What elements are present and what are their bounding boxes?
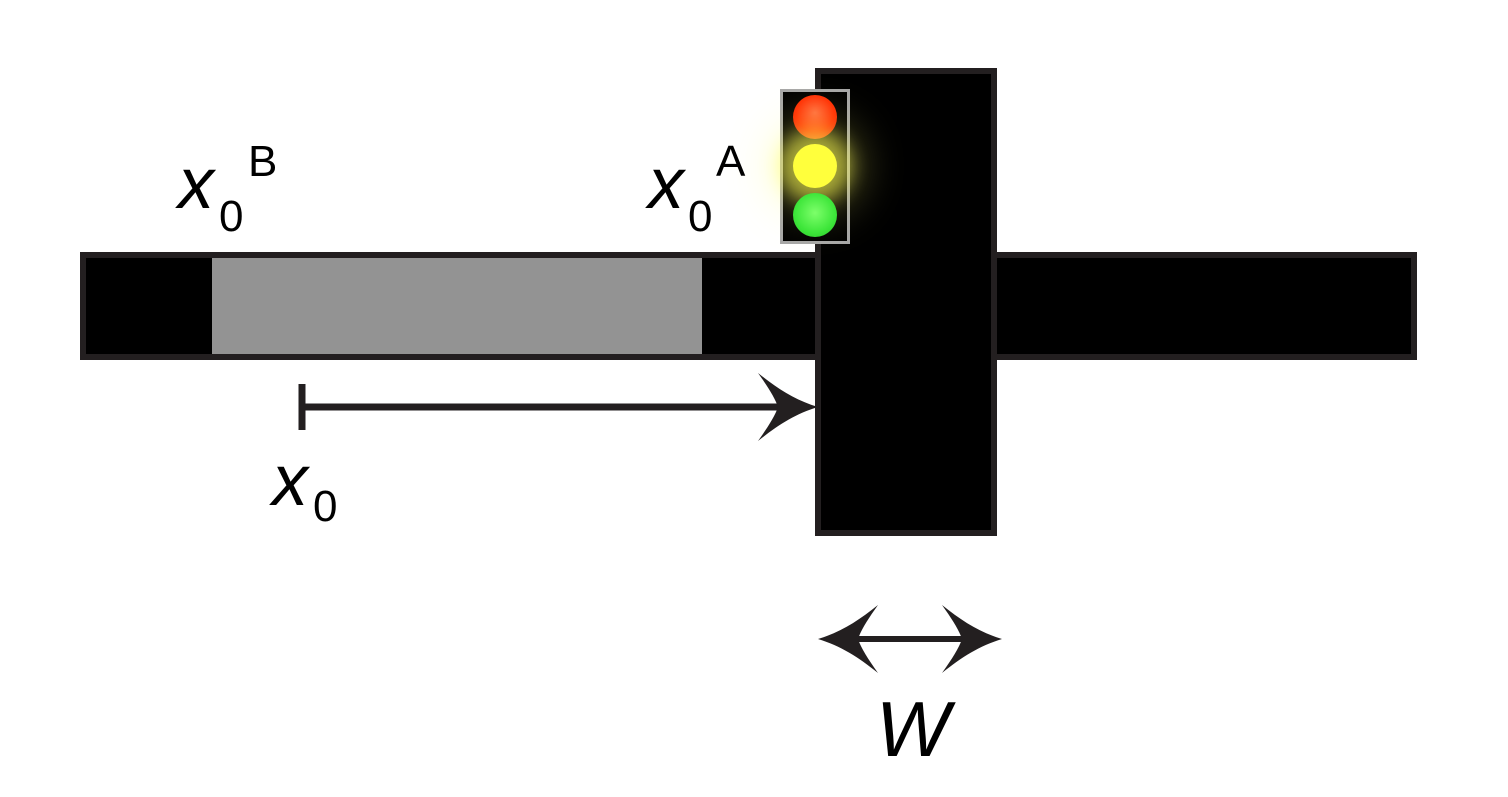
traffic-light: [780, 89, 850, 244]
yellow-lamp: [793, 144, 837, 188]
label-x0-sub: 0: [313, 482, 338, 531]
label-x0-a-sub: 0: [688, 192, 713, 241]
label-w: W: [876, 685, 950, 773]
label-x0-b-sub: 0: [219, 192, 244, 241]
label-x0-b-sup: B: [248, 137, 278, 186]
w-width-arrow: [818, 605, 1002, 673]
red-lamp: [793, 95, 837, 139]
label-x0-b-main: x: [178, 144, 214, 224]
crossing-road: [815, 68, 997, 536]
green-lamp: [793, 193, 837, 237]
x0-distance-arrow: [298, 373, 818, 441]
vehicle-segment: [212, 258, 702, 354]
label-x0-main: x: [272, 441, 308, 521]
label-x0-a-sup: A: [716, 137, 746, 186]
label-x0-a-main: x: [648, 144, 684, 224]
